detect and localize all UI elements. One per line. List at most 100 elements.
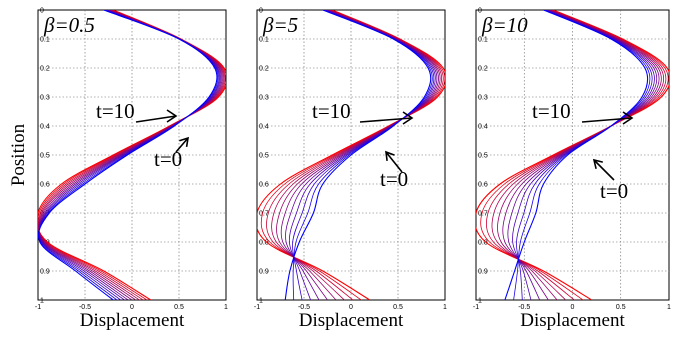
y-tick-label: 0 <box>40 8 44 15</box>
y-tick-label: 0.8 <box>259 240 269 247</box>
x-axis-label: Displacement <box>80 310 185 331</box>
x-tick-label: 1 <box>224 304 228 311</box>
panel-title: β=10 <box>481 13 528 37</box>
chart-panel-2: -1 -0.5 0 0.5 1 0 0.1 0.2 0.3 0.4 0.5 0.6 0.7 0.8 0.9 1… <box>254 8 447 332</box>
series-line-t10 <box>284 10 432 300</box>
panel-title: β=0.5 <box>43 13 95 37</box>
y-tick-label: 0.4 <box>259 124 269 131</box>
y-tick-label: 0.1 <box>259 37 269 44</box>
y-tick-label: 0.1 <box>40 37 50 44</box>
series-line-t10 <box>38 10 218 300</box>
y-tick-label: 0.5 <box>259 153 269 160</box>
series-line-t8 <box>292 10 435 300</box>
series-line-t6 <box>38 10 222 300</box>
arrow-t10 <box>359 117 413 123</box>
y-tick-label: 0.4 <box>478 124 488 131</box>
y-tick-label: 0.5 <box>478 153 488 160</box>
y-tick-label: 0.3 <box>478 95 488 102</box>
annotation-t0: t=0 <box>600 179 628 203</box>
y-tick-label: 0.7 <box>259 211 269 218</box>
curves <box>38 10 226 300</box>
x-axis-label: Displacement <box>299 310 404 331</box>
y-tick-label: 0.2 <box>40 66 50 73</box>
y-tick-label: 0 <box>478 8 482 15</box>
arrowhead-t0 <box>385 150 395 161</box>
series-line-t10 <box>504 10 649 300</box>
y-tick-label: 0.2 <box>478 66 488 73</box>
arrowhead-t10 <box>402 111 414 125</box>
x-tick-label: 0 <box>130 304 134 311</box>
series-line-t5 <box>502 10 660 300</box>
y-tick-label: 0.4 <box>40 124 50 131</box>
y-tick-label: 0.9 <box>478 269 488 276</box>
y-tick-label: 0.7 <box>478 211 488 218</box>
x-tick-label: 0.5 <box>616 304 626 311</box>
curves <box>257 10 445 300</box>
y-tick-label: 0.1 <box>478 37 488 44</box>
arrow-t0 <box>385 151 403 173</box>
series-line-t8 <box>38 10 220 300</box>
x-tick-label: -0.5 <box>79 304 91 311</box>
x-tick-label: -1 <box>254 304 260 311</box>
annotation-t10: t=10 <box>96 99 135 123</box>
arrowhead-t0 <box>179 136 189 148</box>
y-axis-label: Position <box>8 123 29 186</box>
series-line-t2 <box>485 10 667 300</box>
y-tick-label: 1 <box>259 298 263 305</box>
x-tick-label: 0 <box>349 304 353 311</box>
series-line-t0 <box>476 10 669 300</box>
x-tick-label: 1 <box>443 304 447 311</box>
x-tick-label: -1 <box>473 304 479 311</box>
x-tick-label: 1 <box>667 304 671 311</box>
series-line-t6 <box>507 10 658 300</box>
series-line-t2 <box>38 10 226 300</box>
y-tick-label: 0.6 <box>259 182 269 189</box>
series-line-t7 <box>512 10 655 300</box>
x-tick-label: 0.5 <box>393 304 403 311</box>
series-line-t7 <box>38 10 221 300</box>
chart-panel-3: -1 -0.5 0 0.5 1 0 0.1 0.2 0.3 0.4 0.5 0.6 0.7 0.8 0.9 1… <box>473 8 671 332</box>
arrowhead-t10 <box>166 109 178 123</box>
x-axis-label: Displacement <box>520 310 625 331</box>
series-line-t3 <box>491 10 665 300</box>
x-tick-label: 0.5 <box>174 304 184 311</box>
y-tick-label: 1 <box>478 298 482 305</box>
y-tick-label: 0.5 <box>40 153 50 160</box>
series-line-t1 <box>260 10 445 300</box>
series-line-t9 <box>513 10 651 300</box>
x-tick-label: -1 <box>35 304 41 311</box>
y-tick-label: 0.9 <box>40 269 50 276</box>
series-line-t0 <box>257 10 445 300</box>
panel-title: β=5 <box>262 13 298 37</box>
chart-panel-1: -1 -0.5 0 0.5 100.10.20.30.40.50.60.70.80.91… <box>8 8 228 332</box>
series-line-t5 <box>38 10 223 300</box>
curves <box>476 10 669 300</box>
annotation-t10: t=10 <box>312 99 351 123</box>
series-line-t6 <box>285 10 438 300</box>
annotation-t10: t=10 <box>532 99 571 123</box>
y-tick-label: 0.3 <box>259 95 269 102</box>
y-tick-label: 0.2 <box>259 66 269 73</box>
series-line-t3 <box>38 10 225 300</box>
y-tick-label: 0.6 <box>478 182 488 189</box>
series-line-t2 <box>266 10 444 300</box>
series-line-t0 <box>38 10 226 300</box>
series-line-t7 <box>288 10 436 300</box>
series-line-t4 <box>276 10 441 300</box>
y-tick-label: 0.8 <box>478 240 488 247</box>
y-tick-label: 0.3 <box>40 95 50 102</box>
arrowhead-t0 <box>592 158 603 169</box>
arrow-t10 <box>581 117 633 123</box>
y-tick-label: 0 <box>259 8 263 15</box>
x-tick-label: -0.5 <box>518 304 530 311</box>
annotation-t0: t=0 <box>380 167 408 191</box>
series-line-t1 <box>480 10 669 300</box>
x-tick-label: 0 <box>571 304 575 311</box>
series-line-t8 <box>516 10 653 300</box>
series-line-t9 <box>292 10 433 300</box>
y-tick-label: 1 <box>40 298 44 305</box>
y-tick-label: 0.9 <box>259 269 269 276</box>
series-line-t4 <box>38 10 224 300</box>
series-line-t3 <box>271 10 443 300</box>
